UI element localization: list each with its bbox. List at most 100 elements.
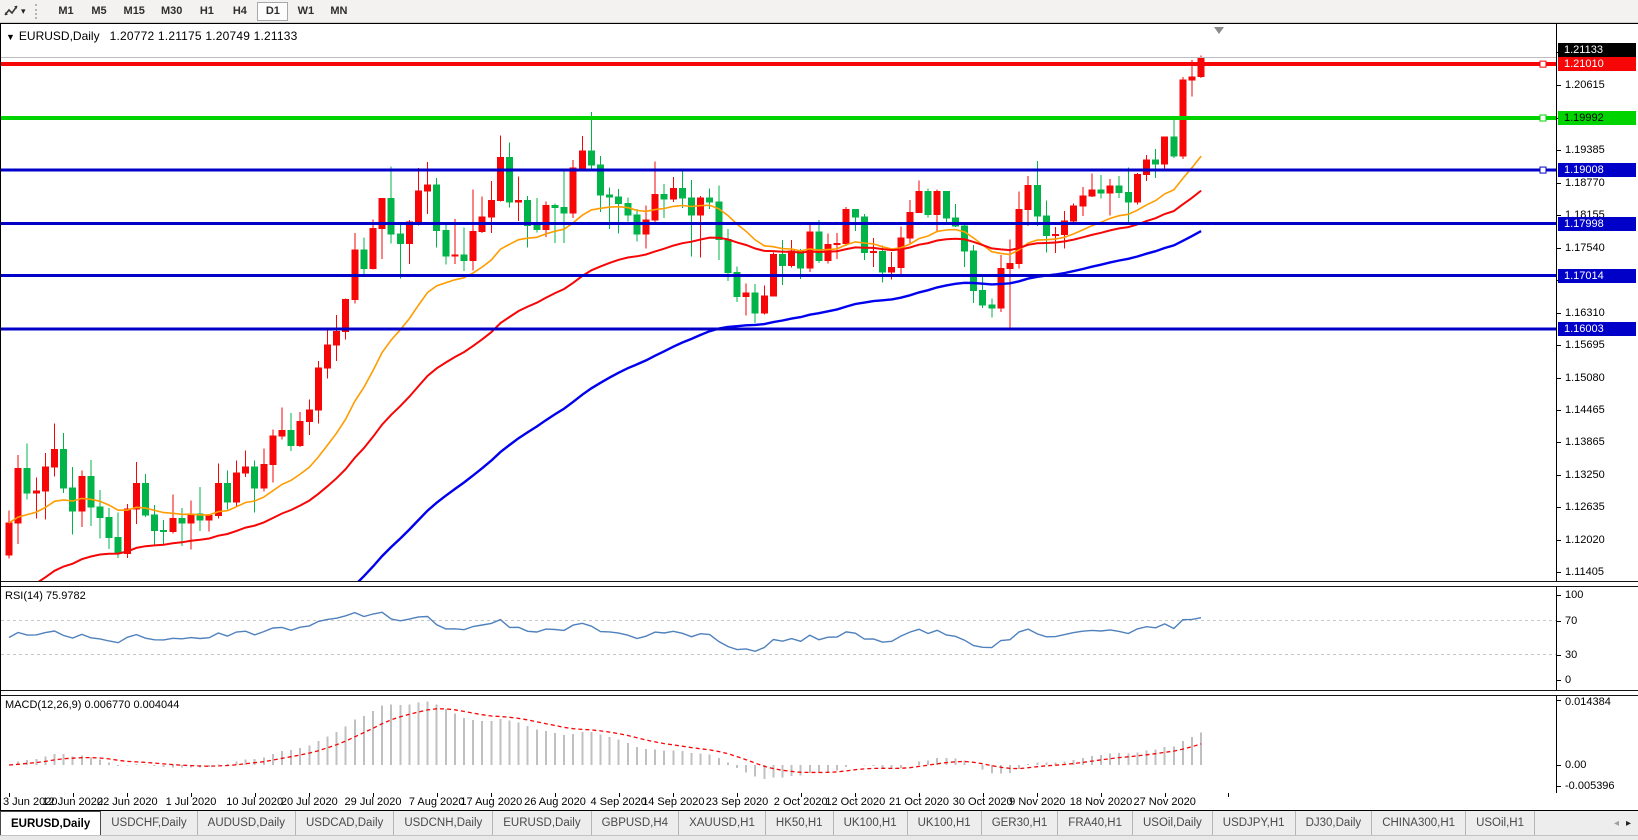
rsi-pane[interactable]: RSI(14) 75.9782 100 70 30 0	[1, 587, 1638, 690]
chart-tabs: EURUSD,Daily USDCHF,Daily AUDUSD,Daily USDC…	[0, 811, 1607, 835]
date-tick	[1164, 793, 1166, 797]
tab-hk50-h1[interactable]: HK50,H1	[766, 811, 834, 835]
rsi-value: 75.9782	[45, 590, 86, 602]
date-tick	[800, 793, 802, 797]
tab-fra40-h1[interactable]: FRA40,H1	[1058, 811, 1133, 835]
pane-divider[interactable]	[1, 690, 1638, 696]
tab-usdjpy-h1[interactable]: USDJPY,H1	[1213, 811, 1296, 835]
date-tick	[673, 793, 675, 797]
hline-price-label: 1.17998	[1558, 216, 1636, 231]
date-label: 23 Sep 2020	[705, 796, 769, 808]
tab-uk100-h1[interactable]: UK100,H1	[834, 811, 908, 835]
rsi-name: RSI(14)	[5, 590, 43, 602]
rsi-tick	[1557, 654, 1561, 656]
rsi-tick-label: 0	[1565, 674, 1572, 686]
date-label: 7 Aug 2020	[408, 796, 465, 808]
line-handle	[1539, 114, 1547, 122]
current-price-label: 1.21133	[1558, 43, 1636, 58]
macd-tick	[1557, 699, 1561, 701]
tab-usdchf-daily[interactable]: USDCHF,Daily	[101, 811, 198, 835]
tab-usdcnh-daily[interactable]: USDCNH,Daily	[394, 811, 494, 835]
date-tick	[737, 793, 738, 797]
date-label: 12 Oct 2020	[825, 796, 886, 808]
chart-menu-icon[interactable]: ▼	[6, 32, 15, 42]
hline-price-label: 1.21010	[1558, 57, 1636, 72]
macd-axis[interactable]: 0.014384 0.00 -0.005396	[1556, 696, 1638, 793]
price-tick-label: 1.14465	[1565, 404, 1605, 417]
chart-tabbar: EURUSD,Daily USDCHF,Daily AUDUSD,Daily USDC…	[0, 811, 1638, 836]
price-tick-label: 1.11405	[1565, 566, 1604, 579]
price-tick	[1557, 507, 1561, 509]
candlestick-chart[interactable]	[1, 24, 1557, 581]
rsi-axis[interactable]: 100 70 30 0	[1556, 587, 1638, 690]
chart-ohlc-values: 1.20772 1.21175 1.20749 1.21133	[109, 29, 298, 43]
date-tick	[1037, 793, 1039, 797]
date-label: 10 Jul 2020	[226, 796, 284, 808]
macd-tick	[1557, 786, 1561, 787]
tab-ger30-h1[interactable]: GER30,H1	[982, 811, 1059, 835]
price-tick	[1557, 85, 1561, 87]
tab-xauusd-h1[interactable]: XAUUSD,H1	[679, 811, 766, 835]
date-tick	[618, 793, 620, 797]
pane-divider[interactable]	[1, 581, 1638, 587]
tabs-scroll-left-icon[interactable]: ◂	[1613, 817, 1619, 829]
price-axis[interactable]: 1.212301.206151.200001.193851.187701.181…	[1556, 24, 1638, 581]
timeframe-button-mn[interactable]: MN	[323, 2, 354, 21]
date-tick	[855, 793, 857, 797]
price-tick-label: 1.13250	[1565, 468, 1605, 481]
macd-tick-label: -0.005396	[1565, 780, 1615, 792]
price-tick-label: 1.18770	[1565, 176, 1605, 189]
date-label: 22 Jun 2020	[97, 796, 158, 808]
timeframe-button-m30[interactable]: M30	[154, 2, 189, 21]
rsi-indicator-label: RSI(14) 75.9782	[5, 590, 86, 602]
timeframe-button-h1[interactable]: H1	[191, 2, 222, 21]
price-tick	[1557, 572, 1561, 574]
ma-line	[37, 189, 1202, 581]
tool-dropdown-caret-icon[interactable]: ▾	[21, 5, 26, 16]
date-tick	[982, 793, 984, 797]
price-tick-label: 1.17540	[1565, 241, 1605, 254]
date-axis[interactable]: 3 Jun 2020 12 Jun 2020 22 Jun 2020 1 Jul 20…	[1, 793, 1638, 811]
price-tick-label: 1.15695	[1565, 339, 1605, 352]
rsi-chart[interactable]	[1, 587, 1557, 690]
candles-series	[5, 55, 1205, 559]
line-handle	[1539, 166, 1547, 174]
hline-price-label: 1.19992	[1558, 111, 1636, 125]
macd-pane[interactable]: MACD(12,26,9) 0.006770 0.004044 0.014384…	[1, 696, 1638, 793]
date-tick	[1101, 793, 1102, 797]
date-label: 9 Nov 2020	[1009, 796, 1066, 808]
timeframe-button-d1[interactable]: D1	[257, 1, 289, 21]
timeframe-button-w1[interactable]: W1	[290, 2, 321, 21]
pointer-tool-icon[interactable]	[2, 2, 20, 20]
date-label: 29 Jul 2020	[344, 796, 402, 808]
tab-china300-h1[interactable]: CHINA300,H1	[1372, 811, 1467, 835]
date-label: 12 Jun 2020	[42, 796, 103, 808]
line-handle	[1539, 60, 1547, 68]
tab-eurusd-daily[interactable]: EURUSD,Daily	[493, 811, 592, 835]
rsi-tick-label: 100	[1565, 589, 1584, 601]
date-label: 21 Oct 2020	[889, 796, 949, 808]
hline-price-label: 1.16003	[1558, 322, 1636, 337]
timeframe-button-m5[interactable]: M5	[84, 2, 115, 21]
tab-usdcad-daily[interactable]: USDCAD,Daily	[296, 811, 395, 835]
tabs-scroll-right-icon[interactable]: ▸	[1625, 817, 1631, 829]
tab-audusd-daily[interactable]: AUDUSD,Daily	[198, 811, 296, 835]
date-label: 2 Oct 2020	[773, 796, 828, 808]
tab-dj30-daily[interactable]: DJ30,Daily	[1296, 811, 1373, 835]
chart-symbol-label: EURUSD,Daily	[18, 29, 100, 43]
tab-usoil-h1[interactable]: USOil,H1	[1466, 811, 1535, 835]
tab-usoil-daily[interactable]: USOil,Daily	[1133, 811, 1213, 835]
timeframe-button-m15[interactable]: M15	[117, 2, 152, 21]
timeframe-button-h4[interactable]: H4	[224, 2, 255, 21]
tab-uk100-h1[interactable]: UK100,H1	[908, 811, 982, 835]
main-chart-pane[interactable]: ▼ EURUSD,Daily 1.20772 1.21175 1.20749 1.2…	[1, 24, 1638, 581]
price-tick-label: 1.13865	[1565, 436, 1605, 449]
tab-eurusd-daily[interactable]: EURUSD,Daily	[0, 811, 102, 835]
tab-gbpusd-h4[interactable]: GBPUSD,H4	[592, 811, 680, 835]
date-label: 17 Aug 2020	[460, 796, 523, 808]
timeframe-button-m1[interactable]: M1	[51, 2, 82, 21]
rsi-tick-label: 70	[1565, 614, 1578, 627]
rsi-tick	[1557, 595, 1561, 596]
macd-chart[interactable]	[1, 696, 1557, 793]
date-label: 18 Nov 2020	[1069, 796, 1133, 808]
